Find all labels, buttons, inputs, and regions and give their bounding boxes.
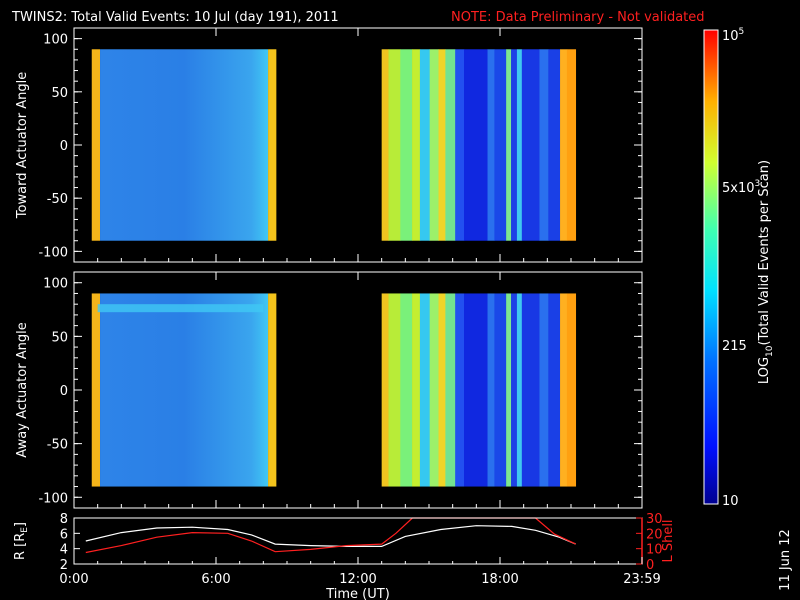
mixed-band <box>566 49 577 241</box>
colorbar-mid-label: 5x103 <box>722 179 760 196</box>
low-segment <box>100 49 269 241</box>
orbit-y-tick-label: 4 <box>60 543 68 558</box>
mixed-band <box>487 293 495 487</box>
mixed-band <box>494 49 507 241</box>
colorbar-axis-label: LOG10(Total Valid Events per Scan) <box>757 160 775 384</box>
orbit-y-tick-label: 2 <box>60 558 68 573</box>
mixed-band <box>516 49 523 241</box>
mixed-band <box>388 49 401 241</box>
mixed-band <box>463 293 488 487</box>
mixed-band <box>521 293 540 487</box>
orbit-ylabel-right: L Shell <box>661 519 676 562</box>
mixed-band <box>438 293 446 487</box>
mixed-band <box>412 293 421 487</box>
mixed-band <box>455 293 465 487</box>
x-tick-label: 6:00 <box>201 572 230 587</box>
low-segment-edge-left <box>91 293 101 487</box>
x-tick-label: 23:59 <box>623 572 660 587</box>
mixed-band <box>381 293 389 487</box>
x-tick-label: 0:00 <box>59 572 88 587</box>
mixed-band <box>494 293 507 487</box>
mixed-band <box>548 49 561 241</box>
y-tick-label: -50 <box>47 192 68 207</box>
colorbar <box>703 29 719 505</box>
mixed-band <box>521 49 540 241</box>
mixed-band <box>438 49 446 241</box>
away-ylabel: Away Actuator Angle <box>15 322 30 457</box>
toward-panel: -100 -50 0 50 100 Toward Actuator Angle <box>15 27 643 263</box>
mixed-band <box>539 293 549 487</box>
mixed-band <box>400 49 413 241</box>
mixed-band <box>548 293 561 487</box>
orbit-right-tick-label: 20 <box>646 527 663 542</box>
orbit-y-tick-label: 8 <box>60 512 68 527</box>
mixed-band <box>560 49 568 241</box>
mixed-band <box>412 49 421 241</box>
high-count-stripe <box>97 304 264 313</box>
orbit-right-tick-label: 0 <box>646 558 654 573</box>
preliminary-note: NOTE: Data Preliminary - Not validated <box>451 10 705 25</box>
mixed-band <box>539 49 549 241</box>
mixed-band <box>445 293 456 487</box>
y-tick-label: -100 <box>38 245 68 260</box>
away-panel: -100 -50 0 50 100 Away Actuator Angle <box>15 271 643 509</box>
date-stamp: 11 Jun 12 <box>778 529 793 591</box>
y-tick-label: 100 <box>43 277 68 292</box>
mixed-band <box>560 293 568 487</box>
mixed-band <box>516 293 523 487</box>
orbit-y-tick-label: 6 <box>60 527 68 542</box>
x-tick-label: 18:00 <box>481 572 518 587</box>
lshell-line <box>85 517 576 554</box>
y-tick-label: -100 <box>38 491 68 506</box>
y-tick-label: 50 <box>51 86 68 101</box>
mixed-band <box>445 49 456 241</box>
mixed-band <box>388 293 401 487</box>
chart-title: TWINS2: Total Valid Events: 10 Jul (day … <box>11 10 339 25</box>
low-segment <box>100 293 269 487</box>
y-tick-label: 50 <box>51 330 68 345</box>
mixed-band <box>463 49 488 241</box>
x-tick-label: 12:00 <box>339 572 376 587</box>
y-tick-label: -50 <box>47 438 68 453</box>
colorbar-low-label: 215 <box>722 339 747 354</box>
mixed-band <box>511 49 518 241</box>
mixed-band <box>429 49 439 241</box>
low-segment-edge-left <box>91 49 101 241</box>
colorbar-top-label: 105 <box>722 27 744 44</box>
orbit-right-tick-label: 30 <box>646 512 663 527</box>
mixed-band <box>400 293 413 487</box>
y-tick-label: 0 <box>60 384 68 399</box>
y-tick-label: 0 <box>60 139 68 154</box>
mixed-band <box>511 293 518 487</box>
low-segment-edge-right <box>268 49 277 241</box>
orbit-right-tick-label: 10 <box>646 543 663 558</box>
mixed-band <box>506 49 512 241</box>
x-axis-label: Time (UT) <box>325 587 390 600</box>
orbit-ylabel: R [RE] <box>13 522 30 560</box>
mixed-band <box>487 49 495 241</box>
colorbar-bottom-label: 10 <box>722 494 739 509</box>
mixed-band <box>419 293 430 487</box>
radius-line <box>85 525 576 548</box>
low-segment-edge-right <box>268 293 277 487</box>
mixed-band <box>419 49 430 241</box>
mixed-band <box>455 49 465 241</box>
mixed-band <box>381 49 389 241</box>
mixed-band <box>429 293 439 487</box>
y-tick-label: 100 <box>43 33 68 48</box>
toward-ylabel: Toward Actuator Angle <box>15 72 30 219</box>
mixed-band <box>566 293 577 487</box>
mixed-band <box>506 293 512 487</box>
